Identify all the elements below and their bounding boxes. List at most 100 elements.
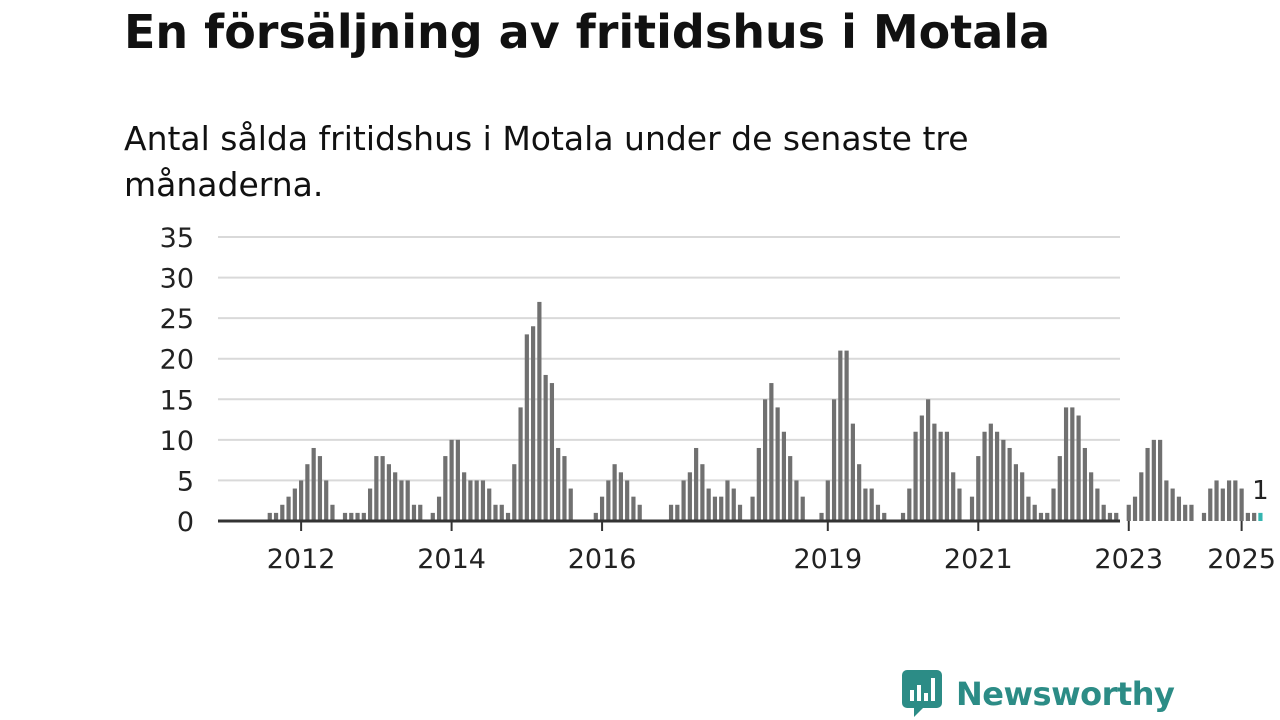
bar — [982, 431, 987, 521]
grid-lines — [218, 236, 1120, 482]
y-tick-label: 10 — [160, 426, 194, 457]
bar — [399, 480, 404, 521]
bar — [1007, 447, 1012, 521]
bar — [612, 464, 617, 521]
bar — [863, 488, 868, 521]
bar — [637, 504, 642, 521]
bar — [449, 439, 454, 521]
bar — [455, 439, 460, 521]
bar — [750, 496, 755, 521]
bar — [292, 488, 297, 521]
bar — [499, 504, 504, 521]
bar — [1245, 512, 1250, 521]
bar — [919, 415, 924, 521]
bar — [524, 334, 529, 521]
bar — [1233, 480, 1238, 521]
bar — [875, 504, 881, 521]
bar — [443, 456, 448, 521]
bar — [800, 496, 805, 521]
bar — [631, 496, 636, 521]
bar — [1214, 480, 1219, 521]
bar — [556, 447, 561, 521]
bar — [267, 512, 272, 521]
bar — [1082, 447, 1087, 521]
bar — [988, 423, 993, 521]
bar — [280, 504, 285, 521]
newsworthy-logo: Newsworthy — [902, 670, 1175, 718]
bar — [712, 496, 718, 521]
bar — [367, 488, 373, 521]
bar — [969, 496, 975, 521]
bar — [1051, 488, 1056, 521]
bar — [1220, 488, 1225, 521]
bar — [1101, 504, 1106, 521]
bar — [1001, 439, 1006, 521]
x-tick-label: 2019 — [793, 544, 862, 575]
bar — [788, 456, 793, 521]
bar — [869, 488, 874, 521]
bar — [1252, 512, 1257, 521]
bar — [299, 480, 304, 521]
bar — [900, 512, 906, 521]
bar — [731, 488, 736, 521]
bar — [1076, 415, 1081, 521]
bar — [976, 456, 981, 521]
y-tick-label: 5 — [177, 466, 194, 497]
y-tick-label: 0 — [177, 507, 194, 538]
bar — [1132, 496, 1138, 521]
bar — [1038, 512, 1044, 521]
bar — [317, 456, 323, 521]
bar — [418, 504, 423, 521]
chart-subtitle: Antal sålda fritidshus i Motala under de… — [124, 119, 969, 204]
bar — [1114, 512, 1119, 521]
y-tick-label: 35 — [160, 223, 194, 254]
bar — [374, 456, 379, 521]
bar — [474, 480, 479, 521]
bar — [1095, 488, 1100, 521]
newsworthy-logo-icon — [902, 670, 942, 717]
bar — [512, 464, 517, 521]
x-tick-label: 2023 — [1094, 544, 1163, 575]
x-tick-label: 2016 — [568, 544, 637, 575]
bar — [462, 472, 467, 521]
bar — [468, 480, 473, 521]
bar — [1164, 480, 1169, 521]
bar-latest — [1258, 512, 1263, 521]
bar — [562, 456, 567, 521]
bar — [831, 399, 837, 521]
bar — [286, 496, 291, 521]
bar — [957, 488, 962, 521]
bar — [700, 464, 705, 521]
bar — [838, 350, 843, 521]
bar — [1158, 439, 1163, 521]
bar — [436, 496, 442, 521]
bar — [1026, 496, 1031, 521]
bar — [938, 431, 943, 521]
bar — [1063, 407, 1069, 521]
bar — [1020, 472, 1025, 521]
bar — [756, 447, 761, 521]
bar — [305, 464, 310, 521]
x-tick-label: 2025 — [1207, 544, 1276, 575]
bar — [850, 423, 855, 521]
bar — [1170, 488, 1175, 521]
bar — [725, 480, 730, 521]
bar — [1176, 496, 1182, 521]
bar — [1226, 480, 1232, 521]
bar — [1107, 512, 1113, 521]
y-tick-label: 20 — [160, 345, 194, 376]
bar — [311, 447, 316, 521]
bar — [342, 512, 348, 521]
bar — [769, 383, 774, 521]
bar — [1183, 504, 1188, 521]
bar — [625, 480, 630, 521]
bar — [681, 480, 686, 521]
bar — [386, 464, 391, 521]
bar — [411, 504, 417, 521]
bar — [537, 301, 542, 521]
bar — [1189, 504, 1194, 521]
bar — [951, 472, 956, 521]
bar — [518, 407, 523, 521]
bar — [1089, 472, 1094, 521]
